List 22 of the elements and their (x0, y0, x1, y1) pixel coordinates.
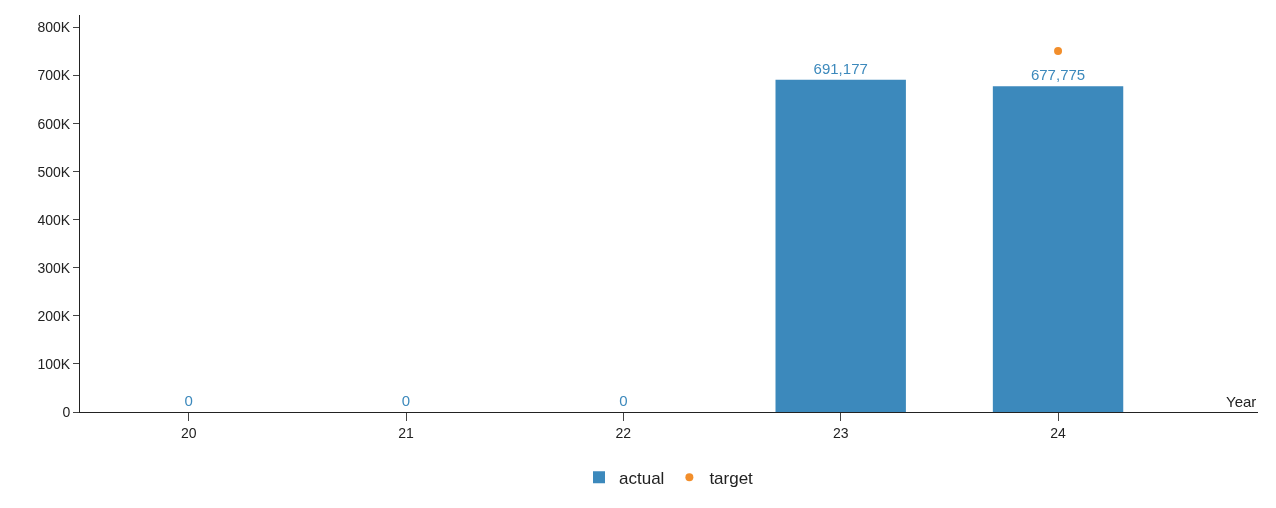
y-tick-label: 500K (37, 163, 71, 180)
y-tick-label: 400K (37, 211, 71, 228)
y-tick-label: 700K (37, 67, 71, 84)
data-label: 691,177 (813, 59, 868, 77)
y-tick-label: 0 (62, 403, 71, 420)
x-tick-label: 22 (615, 424, 632, 441)
x-tick-label: 24 (1050, 424, 1067, 441)
x-tick-label: 21 (398, 424, 415, 441)
data-label: 677,775 (1030, 66, 1086, 84)
data-label: 0 (619, 392, 628, 409)
y-tick-label: 200K (37, 307, 71, 324)
legend-label: actual (619, 468, 665, 488)
data-label: 0 (184, 392, 193, 409)
y-tick-label: 300K (37, 259, 71, 276)
legend-label: target (709, 468, 754, 488)
x-tick-label: 20 (180, 424, 197, 441)
y-tick-label: 800K (37, 19, 71, 36)
data-label: 0 (401, 392, 411, 409)
x-tick-label: 23 (832, 424, 849, 441)
y-tick-label: 600K (37, 115, 71, 132)
y-tick-label: 100K (37, 355, 71, 372)
x-axis-title: Year (1226, 393, 1257, 410)
